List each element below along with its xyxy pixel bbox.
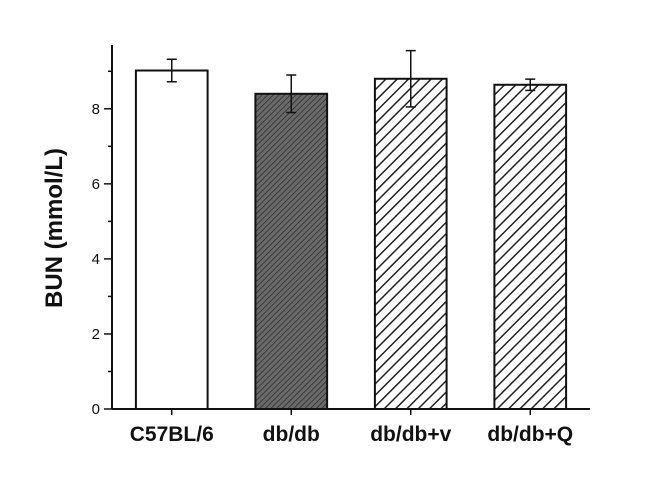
x-tick-label: db/db+Q xyxy=(487,423,573,446)
plot-area: 0 2 4 6 8 C57BL/6 db/db db/db+v db/db+Q xyxy=(92,45,590,446)
x-tick-label: db/db+v xyxy=(370,423,451,446)
bar xyxy=(254,92,329,410)
y-tick-label: 6 xyxy=(92,176,100,193)
y-tick-label: 4 xyxy=(92,251,100,268)
bar xyxy=(493,83,568,411)
bar xyxy=(134,69,209,411)
y-axis-title: BUN (mmol/L) xyxy=(41,148,68,308)
bar xyxy=(373,77,448,410)
x-tick-label: db/db xyxy=(263,423,320,446)
x-tick-label: C57BL/6 xyxy=(130,423,214,446)
y-tick-label: 0 xyxy=(92,401,100,418)
y-tick-label: 2 xyxy=(92,326,100,343)
y-tick-label: 8 xyxy=(92,101,100,118)
